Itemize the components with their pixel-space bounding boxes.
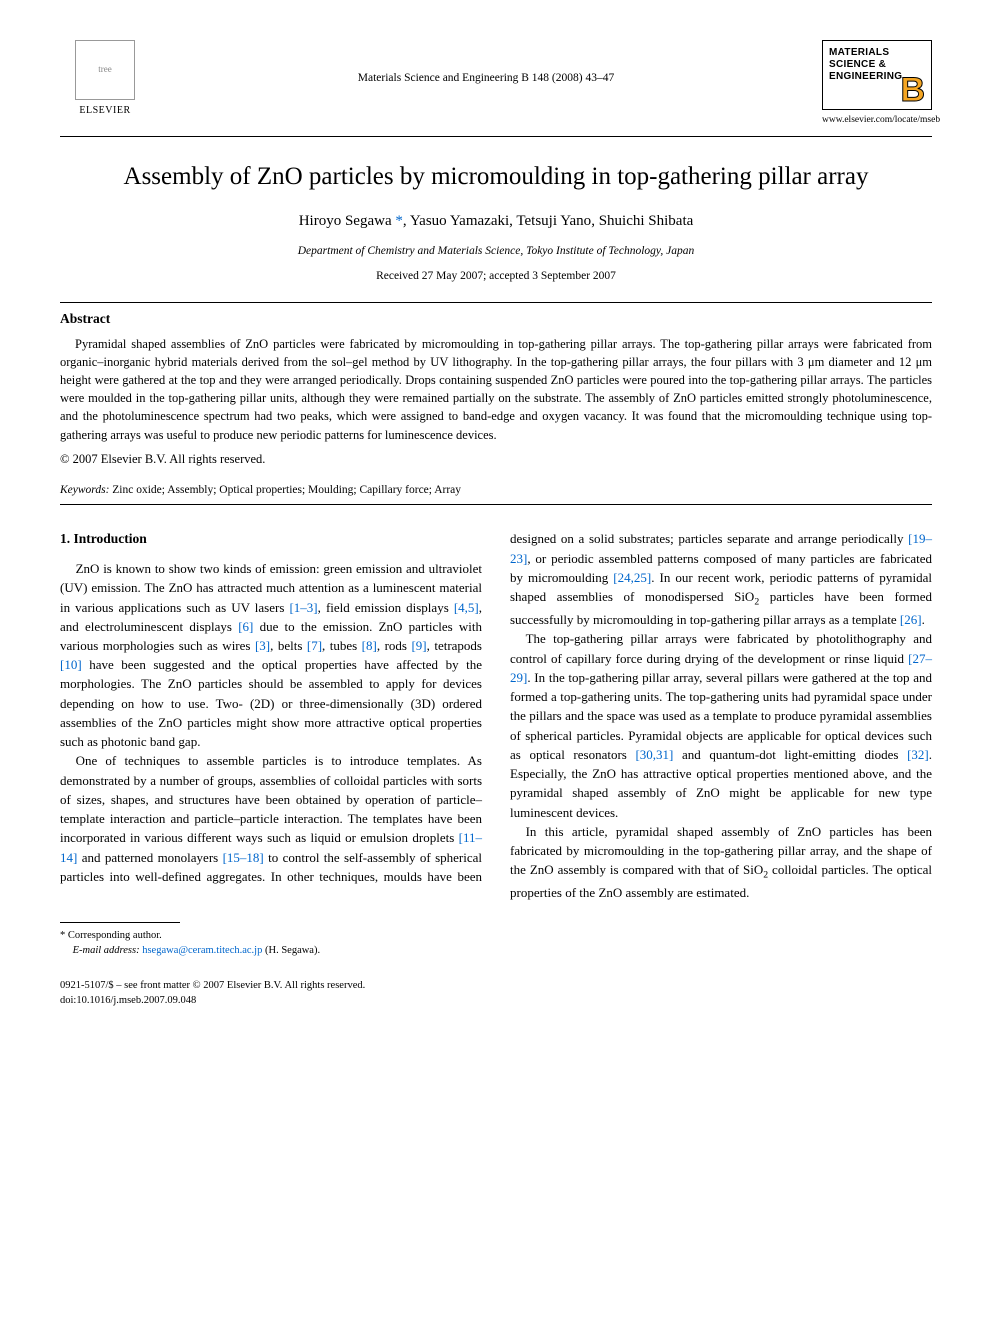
doi-line: doi:10.1016/j.mseb.2007.09.048 <box>60 994 932 1009</box>
article-body: 1. Introduction ZnO is known to show two… <box>60 529 932 902</box>
cite-26[interactable]: [26] <box>900 612 922 627</box>
copyright-line: © 2007 Elsevier B.V. All rights reserved… <box>60 450 932 468</box>
cite-32[interactable]: [32] <box>907 747 929 762</box>
author-4: Shuichi Shibata <box>599 213 694 229</box>
author-2: Yasuo Yamazaki <box>410 213 509 229</box>
keywords-label: Keywords: <box>60 484 109 496</box>
keywords-line: Keywords: Zinc oxide; Assembly; Optical … <box>60 482 932 499</box>
para-1-text-i: have been suggested and the optical prop… <box>60 657 482 749</box>
rule-top <box>60 136 932 137</box>
cite-8[interactable]: [8] <box>362 638 377 653</box>
journal-badge: MATERIALS SCIENCE & ENGINEERING B <box>822 40 932 110</box>
abstract-heading: Abstract <box>60 309 932 329</box>
para-1-text-g: , rods <box>377 638 412 653</box>
elsevier-label: ELSEVIER <box>79 104 130 119</box>
article-title: Assembly of ZnO particles by micromouldi… <box>60 161 932 194</box>
footnote-corr-label: Corresponding author. <box>68 930 162 941</box>
para-3-text-c: and quantum-dot light-emitting diodes <box>673 747 907 762</box>
cite-10[interactable]: [10] <box>60 657 82 672</box>
footnote-email-link[interactable]: hsegawa@ceram.titech.ac.jp <box>142 945 262 956</box>
author-3: Tetsuji Yano <box>516 213 591 229</box>
footnote-email-label: E-mail address: <box>73 945 140 956</box>
journal-reference: Materials Science and Engineering B 148 … <box>150 40 822 87</box>
para-2-text-b: and patterned monolayers <box>77 850 222 865</box>
rule-above-abstract <box>60 302 932 303</box>
cite-6[interactable]: [6] <box>238 619 253 634</box>
elsevier-tree-icon: tree <box>75 40 135 100</box>
abstract-body: Pyramidal shaped assemblies of ZnO parti… <box>60 335 932 444</box>
para-1-text-e: , belts <box>270 638 307 653</box>
cite-7[interactable]: [7] <box>307 638 322 653</box>
journal-badge-wrap: MATERIALS SCIENCE & ENGINEERING B www.el… <box>822 40 932 128</box>
para-3: The top-gathering pillar arrays were fab… <box>510 629 932 821</box>
cite-1-3[interactable]: [1–3] <box>289 600 317 615</box>
para-1: ZnO is known to show two kinds of emissi… <box>60 559 482 751</box>
section-1-heading: 1. Introduction <box>60 529 482 549</box>
article-dates: Received 27 May 2007; accepted 3 Septemb… <box>60 268 932 285</box>
author-list: Hiroyo Segawa *, Yasuo Yamazaki, Tetsuji… <box>60 211 932 233</box>
cite-24-25[interactable]: [24,25] <box>613 570 651 585</box>
issn-line: 0921-5107/$ – see front matter © 2007 El… <box>60 979 932 994</box>
para-1-text-f: , tubes <box>322 638 362 653</box>
para-1-text-h: , tetrapods <box>427 638 482 653</box>
footnote-star-icon: * <box>60 930 65 941</box>
footnote-email-tail: (H. Segawa). <box>262 945 320 956</box>
para-2-text-g: . <box>922 612 925 627</box>
footnote-rule <box>60 922 180 923</box>
para-1-text-b: , field emission displays <box>318 600 454 615</box>
para-4: In this article, pyramidal shaped assemb… <box>510 822 932 903</box>
keywords-body: Zinc oxide; Assembly; Optical properties… <box>112 484 461 496</box>
para-2-text-a: One of techniques to assemble particles … <box>60 753 482 845</box>
page-header: tree ELSEVIER Materials Science and Engi… <box>60 40 932 128</box>
corresponding-author-footnote: * Corresponding author. E-mail address: … <box>60 929 932 958</box>
elsevier-logo: tree ELSEVIER <box>60 40 150 119</box>
cite-15-18[interactable]: [15–18] <box>223 850 264 865</box>
page-footer: 0921-5107/$ – see front matter © 2007 El… <box>60 979 932 1008</box>
para-3-text-a: The top-gathering pillar arrays were fab… <box>510 631 932 665</box>
affiliation: Department of Chemistry and Materials Sc… <box>60 243 932 260</box>
journal-url: www.elsevier.com/locate/mseb <box>822 114 932 128</box>
cite-9[interactable]: [9] <box>411 638 426 653</box>
cite-3[interactable]: [3] <box>255 638 270 653</box>
cite-30-31[interactable]: [30,31] <box>635 747 673 762</box>
author-1: Hiroyo Segawa <box>299 213 392 229</box>
corresponding-star-icon: * <box>395 213 403 229</box>
rule-below-keywords <box>60 504 932 505</box>
cite-4-5[interactable]: [4,5] <box>454 600 479 615</box>
journal-badge-letter: B <box>900 73 925 107</box>
